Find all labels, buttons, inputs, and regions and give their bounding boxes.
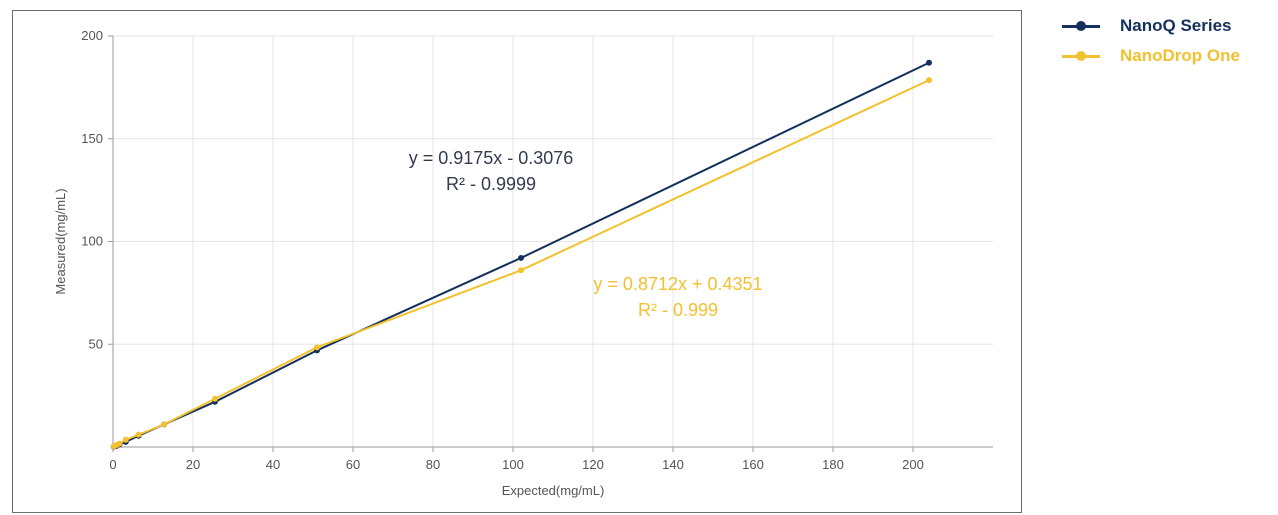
data-point [518, 254, 524, 261]
x-tick-label: 40 [266, 457, 280, 472]
x-tick-label: 120 [582, 457, 604, 472]
equation-0-line-0: y = 0.9175x - 0.3076 [409, 148, 574, 168]
series-0 [110, 59, 932, 450]
tick-labels: 0 20 40 60 80 100 120 140 160 180 200 50 100 150 200 [81, 28, 924, 472]
x-tick-label: 20 [186, 457, 200, 472]
series-group [110, 59, 932, 450]
data-point [518, 267, 524, 274]
equation-annotations: y = 0.9175x - 0.3076 R² - 0.9999 y = 0.871… [409, 148, 763, 320]
y-tick-label: 200 [81, 28, 103, 43]
legend-marker-nanoq [1062, 19, 1100, 33]
legend-item-nanodrop[interactable]: NanoDrop One [1062, 44, 1240, 68]
chart-frame: 0 20 40 60 80 100 120 140 160 180 200 50 100 150 200 E… [12, 10, 1022, 513]
data-point [122, 436, 129, 443]
axes [108, 35, 993, 452]
data-point [135, 431, 142, 438]
y-tick-label: 100 [81, 234, 103, 249]
equation-0-line-1: R² - 0.9999 [446, 174, 536, 194]
legend-item-nanoq[interactable]: NanoQ Series [1062, 14, 1240, 38]
x-tick-label: 0 [109, 457, 116, 472]
x-tick-label: 200 [902, 457, 924, 472]
series-1 [110, 77, 932, 450]
legend: NanoQ Series NanoDrop One [1062, 14, 1240, 74]
gridlines [112, 35, 993, 447]
x-tick-label: 100 [502, 457, 524, 472]
x-tick-label: 60 [346, 457, 360, 472]
line-chart: 0 20 40 60 80 100 120 140 160 180 200 50 100 150 200 E… [53, 28, 993, 498]
x-tick-label: 140 [662, 457, 684, 472]
data-point [212, 395, 218, 402]
equation-1-line-1: R² - 0.999 [638, 300, 718, 320]
legend-label-nanodrop: NanoDrop One [1120, 46, 1240, 65]
data-point [926, 77, 932, 84]
data-point [926, 59, 932, 66]
data-point [314, 344, 320, 351]
equation-1-line-0: y = 0.8712x + 0.4351 [593, 274, 762, 294]
y-tick-label: 150 [81, 131, 103, 146]
x-tick-label: 160 [742, 457, 764, 472]
legend-label-nanoq: NanoQ Series [1120, 16, 1232, 35]
y-tick-label: 50 [89, 336, 103, 351]
x-axis-title: Expected(mg/mL) [502, 483, 605, 498]
x-tick-label: 180 [822, 457, 844, 472]
y-axis-title: Measured(mg/mL) [53, 188, 68, 294]
legend-marker-nanodrop [1062, 49, 1100, 63]
data-point [161, 421, 168, 428]
data-point [116, 440, 123, 447]
x-tick-label: 80 [426, 457, 440, 472]
